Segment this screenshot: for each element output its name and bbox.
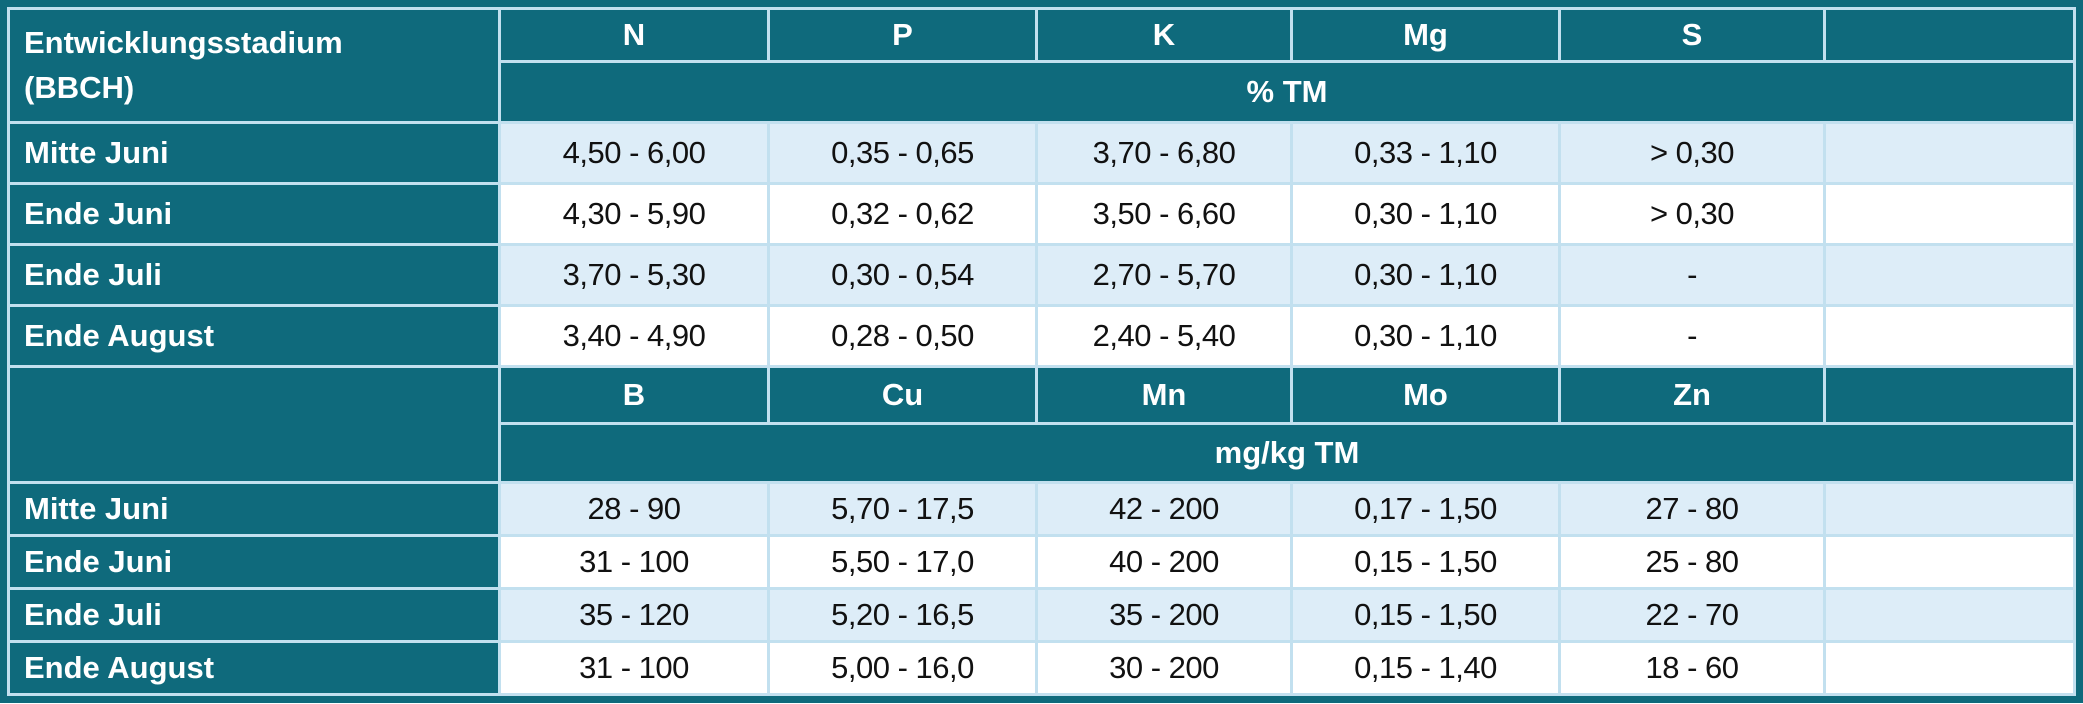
value-cell: 42 - 200 [1038,484,1290,534]
value-cell: 0,17 - 1,50 [1293,484,1558,534]
value-cell: 0,35 - 0,65 [770,124,1035,182]
row-label: Ende August [10,307,498,365]
value-cell: 5,70 - 17,5 [770,484,1035,534]
value-cell: 22 - 70 [1561,590,1823,640]
col-header-mn: Mn [1038,368,1290,422]
section2-unit-row: mg/kg TM [10,425,2073,481]
section1-unit-row: % TM [10,63,2073,121]
row-label: Ende Juli [10,590,498,640]
row-ende-juni-1: Ende Juni 4,30 - 5,90 0,32 - 0,62 3,50 -… [10,185,2073,243]
value-cell: 40 - 200 [1038,537,1290,587]
section2-nutrient-header-row: B Cu Mn Mo Zn [10,368,2073,481]
value-cell: 2,40 - 5,40 [1038,307,1290,365]
value-cell: 4,50 - 6,00 [501,124,767,182]
corner-header-bbch: Entwicklungsstadium (BBCH) [10,10,498,121]
value-cell: 0,30 - 0,54 [770,246,1035,304]
value-cell: > 0,30 [1561,124,1823,182]
value-cell: 28 - 90 [501,484,767,534]
value-cell: 0,28 - 0,50 [770,307,1035,365]
value-cell: 5,20 - 16,5 [770,590,1035,640]
col-header-empty-2 [1826,368,2073,422]
value-cell [1826,307,2073,365]
section1-nutrient-header-row: Entwicklungsstadium (BBCH) N P K Mg S [10,10,2073,121]
value-cell: > 0,30 [1561,185,1823,243]
row-label: Mitte Juni [10,484,498,534]
value-cell: 2,70 - 5,70 [1038,246,1290,304]
row-ende-juni-2: Ende Juni 31 - 100 5,50 - 17,0 40 - 200 … [10,537,2073,587]
row-mitte-juni-1: Mitte Juni 4,50 - 6,00 0,35 - 0,65 3,70 … [10,124,2073,182]
value-cell: 35 - 120 [501,590,767,640]
row-label: Ende Juni [10,185,498,243]
col-header-empty-1 [1826,10,2073,60]
value-cell [1826,124,2073,182]
value-cell: 0,15 - 1,40 [1293,643,1558,693]
row-ende-juli-1: Ende Juli 3,70 - 5,30 0,30 - 0,54 2,70 -… [10,246,2073,304]
value-cell: 31 - 100 [501,643,767,693]
value-cell [1826,185,2073,243]
value-cell: 30 - 200 [1038,643,1290,693]
value-cell [1826,643,2073,693]
row-label: Ende Juli [10,246,498,304]
row-label: Ende Juni [10,537,498,587]
corner-header-line2: (BBCH) [24,69,135,105]
value-cell: 3,50 - 6,60 [1038,185,1290,243]
value-cell [1826,246,2073,304]
col-header-cu: Cu [770,368,1035,422]
value-cell: 31 - 100 [501,537,767,587]
value-cell [1826,537,2073,587]
row-ende-august-2: Ende August 31 - 100 5,00 - 16,0 30 - 20… [10,643,2073,693]
value-cell: 3,70 - 5,30 [501,246,767,304]
col-header-zn: Zn [1561,368,1823,422]
row-ende-august-1: Ende August 3,40 - 4,90 0,28 - 0,50 2,40… [10,307,2073,365]
value-cell: 5,00 - 16,0 [770,643,1035,693]
col-header-b: B [501,368,767,422]
col-header-mo: Mo [1293,368,1558,422]
corner-header-line1: Entwicklungsstadium [24,24,343,60]
col-header-k: K [1038,10,1290,60]
value-cell: 0,30 - 1,10 [1293,185,1558,243]
section2-corner-empty [10,368,498,481]
col-header-p: P [770,10,1035,60]
col-header-s: S [1561,10,1823,60]
col-header-n: N [501,10,767,60]
value-cell: - [1561,307,1823,365]
value-cell: 3,70 - 6,80 [1038,124,1290,182]
value-cell: 0,33 - 1,10 [1293,124,1558,182]
value-cell: - [1561,246,1823,304]
value-cell: 35 - 200 [1038,590,1290,640]
value-cell: 27 - 80 [1561,484,1823,534]
value-cell: 3,40 - 4,90 [501,307,767,365]
row-ende-juli-2: Ende Juli 35 - 120 5,20 - 16,5 35 - 200 … [10,590,2073,640]
value-cell: 0,15 - 1,50 [1293,537,1558,587]
value-cell: 5,50 - 17,0 [770,537,1035,587]
unit-header-percent-tm: % TM [501,63,2073,121]
value-cell: 25 - 80 [1561,537,1823,587]
value-cell [1826,484,2073,534]
value-cell: 0,30 - 1,10 [1293,246,1558,304]
value-cell: 18 - 60 [1561,643,1823,693]
row-label: Ende August [10,643,498,693]
value-cell [1826,590,2073,640]
value-cell: 0,15 - 1,50 [1293,590,1558,640]
row-label: Mitte Juni [10,124,498,182]
unit-header-mgkg-tm: mg/kg TM [501,425,2073,481]
value-cell: 4,30 - 5,90 [501,185,767,243]
value-cell: 0,32 - 0,62 [770,185,1035,243]
col-header-mg: Mg [1293,10,1558,60]
value-cell: 0,30 - 1,10 [1293,307,1558,365]
row-mitte-juni-2: Mitte Juni 28 - 90 5,70 - 17,5 42 - 200 … [10,484,2073,534]
